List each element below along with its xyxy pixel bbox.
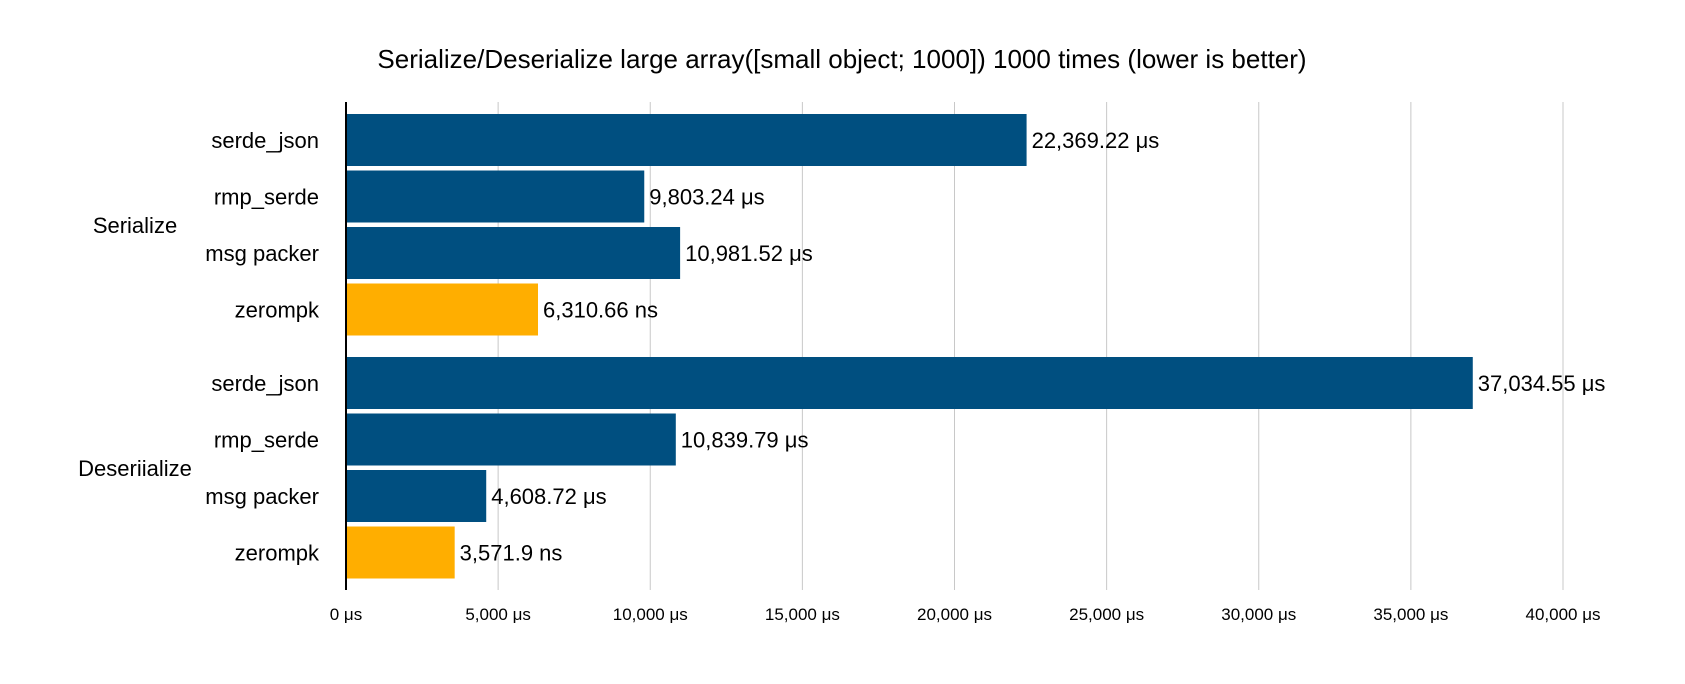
data-label: 37,034.55 μs — [1478, 371, 1606, 396]
bar — [346, 526, 455, 579]
x-tick-label: 15,000 μs — [765, 605, 840, 624]
bars — [346, 114, 1473, 579]
data-label: 3,571.9 ns — [460, 541, 563, 566]
x-tick-label: 30,000 μs — [1221, 605, 1296, 624]
x-tick-label: 0 μs — [330, 605, 362, 624]
data-label: 22,369.22 μs — [1032, 128, 1160, 153]
x-tick-label: 5,000 μs — [465, 605, 531, 624]
x-tick-label: 35,000 μs — [1373, 605, 1448, 624]
labels: 0 μs 5,000 μs 10,000 μs 15,000 μs 20,000 μs 2… — [78, 128, 1605, 624]
category-label: rmp_serde — [214, 185, 319, 210]
x-tick-label: 10,000 μs — [613, 605, 688, 624]
data-label: 10,839.79 μs — [681, 428, 809, 453]
bar — [346, 413, 676, 466]
bar — [346, 227, 681, 279]
group-label: Serialize — [93, 213, 177, 238]
data-label: 4,608.72 μs — [491, 484, 606, 509]
category-label: msg packer — [205, 484, 319, 509]
category-label: serde_json — [211, 128, 319, 153]
x-tick-label: 40,000 μs — [1525, 605, 1600, 624]
bar — [346, 470, 487, 522]
category-label: zerompk — [235, 298, 320, 323]
category-label: rmp_serde — [214, 428, 319, 453]
data-label: 9,803.24 μs — [649, 185, 764, 210]
bar — [346, 114, 1027, 166]
grid-lines — [497, 102, 1564, 590]
category-label: msg packer — [205, 241, 319, 266]
x-tick-label: 20,000 μs — [917, 605, 992, 624]
group-label: Deseriialize — [78, 456, 192, 481]
bar — [346, 170, 645, 223]
data-label: 6,310.66 ns — [543, 298, 658, 323]
x-tick-label: 25,000 μs — [1069, 605, 1144, 624]
category-label: zerompk — [235, 541, 320, 566]
category-label: serde_json — [211, 371, 319, 396]
bar — [346, 283, 539, 336]
data-label: 10,981.52 μs — [685, 241, 813, 266]
chart-title: Serialize/Deserialize large array([small… — [377, 44, 1306, 74]
bar — [346, 357, 1473, 409]
